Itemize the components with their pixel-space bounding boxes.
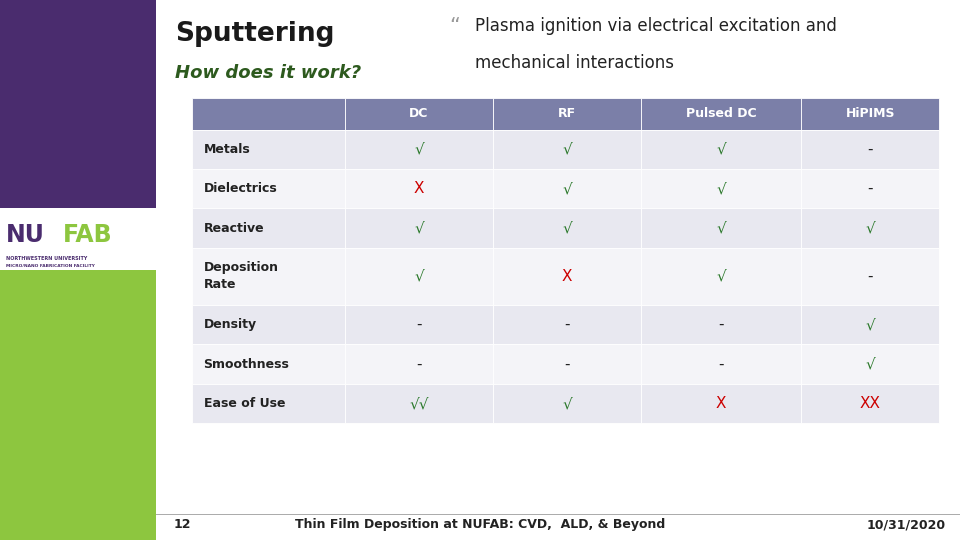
Text: -: - [564, 356, 569, 372]
FancyBboxPatch shape [192, 384, 345, 423]
Text: HiPIMS: HiPIMS [846, 107, 895, 120]
FancyBboxPatch shape [192, 130, 345, 169]
FancyBboxPatch shape [641, 305, 802, 345]
Text: √: √ [562, 142, 572, 157]
FancyBboxPatch shape [641, 384, 802, 423]
FancyBboxPatch shape [802, 169, 939, 208]
Text: Pulsed DC: Pulsed DC [685, 107, 756, 120]
Text: 10/31/2020: 10/31/2020 [867, 518, 946, 531]
Text: How does it work?: How does it work? [175, 64, 361, 82]
FancyBboxPatch shape [192, 345, 345, 384]
Text: “: “ [449, 17, 460, 37]
FancyBboxPatch shape [345, 345, 493, 384]
FancyBboxPatch shape [641, 208, 802, 248]
FancyBboxPatch shape [802, 305, 939, 345]
FancyBboxPatch shape [641, 98, 802, 130]
Text: X: X [414, 181, 424, 196]
FancyBboxPatch shape [493, 130, 641, 169]
FancyBboxPatch shape [802, 345, 939, 384]
FancyBboxPatch shape [345, 248, 493, 305]
FancyBboxPatch shape [493, 384, 641, 423]
FancyBboxPatch shape [0, 208, 156, 270]
Text: √: √ [414, 269, 424, 284]
FancyBboxPatch shape [641, 248, 802, 305]
Text: MICRO/NANO FABRICATION FACILITY: MICRO/NANO FABRICATION FACILITY [6, 264, 95, 268]
Text: Thin Film Deposition at NUFAB: CVD,  ALD, & Beyond: Thin Film Deposition at NUFAB: CVD, ALD,… [295, 518, 665, 531]
Text: Deposition
Rate: Deposition Rate [204, 261, 278, 292]
FancyBboxPatch shape [493, 208, 641, 248]
Text: FAB: FAB [62, 223, 112, 247]
Text: -: - [718, 317, 724, 332]
FancyBboxPatch shape [192, 169, 345, 208]
Text: Metals: Metals [204, 143, 251, 156]
Text: Sputtering: Sputtering [175, 21, 334, 46]
FancyBboxPatch shape [493, 248, 641, 305]
FancyBboxPatch shape [802, 208, 939, 248]
FancyBboxPatch shape [345, 98, 493, 130]
FancyBboxPatch shape [493, 305, 641, 345]
Text: √: √ [865, 356, 876, 372]
FancyBboxPatch shape [345, 130, 493, 169]
Text: 12: 12 [174, 518, 191, 531]
Text: NU: NU [6, 223, 44, 247]
FancyBboxPatch shape [802, 98, 939, 130]
FancyBboxPatch shape [345, 384, 493, 423]
FancyBboxPatch shape [641, 345, 802, 384]
FancyBboxPatch shape [641, 130, 802, 169]
FancyBboxPatch shape [0, 270, 156, 540]
Text: √√: √√ [409, 396, 429, 411]
FancyBboxPatch shape [493, 98, 641, 130]
FancyBboxPatch shape [345, 169, 493, 208]
Text: √: √ [562, 221, 572, 235]
Text: XX: XX [859, 396, 880, 411]
Text: √: √ [865, 317, 876, 332]
Text: RF: RF [558, 107, 576, 120]
Text: Plasma ignition via electrical excitation and: Plasma ignition via electrical excitatio… [475, 17, 837, 35]
Text: X: X [716, 396, 727, 411]
Text: Dielectrics: Dielectrics [204, 182, 277, 195]
Text: X: X [562, 269, 572, 284]
FancyBboxPatch shape [802, 248, 939, 305]
Text: Reactive: Reactive [204, 221, 264, 235]
Text: NORTHWESTERN UNIVERSITY: NORTHWESTERN UNIVERSITY [6, 255, 87, 260]
FancyBboxPatch shape [802, 130, 939, 169]
Text: -: - [868, 142, 873, 157]
Text: √: √ [716, 269, 726, 284]
FancyBboxPatch shape [345, 305, 493, 345]
Text: DC: DC [409, 107, 429, 120]
FancyBboxPatch shape [0, 0, 156, 208]
FancyBboxPatch shape [192, 305, 345, 345]
Text: -: - [417, 317, 421, 332]
Text: Smoothness: Smoothness [204, 357, 289, 370]
Text: √: √ [865, 221, 876, 235]
FancyBboxPatch shape [192, 208, 345, 248]
Text: √: √ [414, 221, 424, 235]
Text: mechanical interactions: mechanical interactions [475, 54, 674, 72]
Text: √: √ [414, 142, 424, 157]
FancyBboxPatch shape [192, 98, 345, 130]
Text: √: √ [716, 181, 726, 196]
Text: √: √ [716, 142, 726, 157]
Text: √: √ [716, 221, 726, 235]
Text: √: √ [562, 396, 572, 411]
FancyBboxPatch shape [493, 345, 641, 384]
Text: Ease of Use: Ease of Use [204, 397, 285, 410]
Text: Density: Density [204, 318, 256, 331]
FancyBboxPatch shape [641, 169, 802, 208]
Text: -: - [718, 356, 724, 372]
Text: -: - [868, 269, 873, 284]
FancyBboxPatch shape [345, 208, 493, 248]
Text: -: - [417, 356, 421, 372]
FancyBboxPatch shape [192, 248, 345, 305]
Text: -: - [564, 317, 569, 332]
FancyBboxPatch shape [802, 384, 939, 423]
Text: -: - [868, 181, 873, 196]
FancyBboxPatch shape [493, 169, 641, 208]
Text: √: √ [562, 181, 572, 196]
